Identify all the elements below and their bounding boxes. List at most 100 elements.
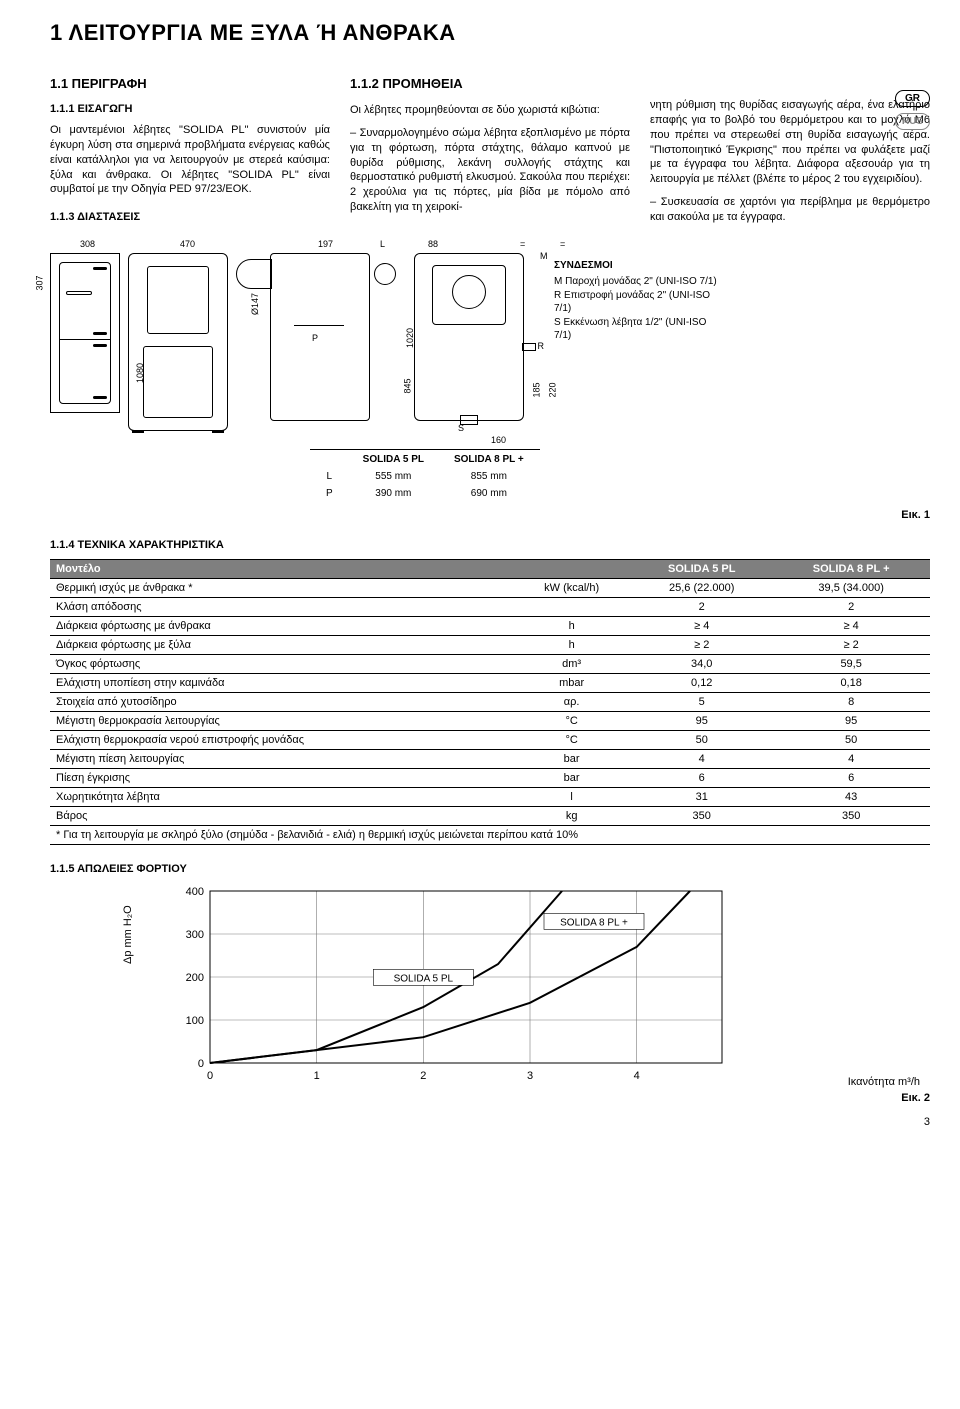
spec-v1: ≥ 2: [631, 635, 772, 654]
svg-text:100: 100: [186, 1015, 204, 1027]
lp-h0: [312, 452, 347, 467]
spec-v2: 0,18: [772, 673, 930, 692]
fig1-label: Εικ. 1: [50, 509, 930, 521]
spec-v1: 350: [631, 806, 772, 825]
dim-308: 308: [80, 239, 95, 249]
svg-text:0: 0: [207, 1070, 213, 1082]
specs-table: Μοντέλο SOLIDA 5 PL SOLIDA 8 PL + Θερμικ…: [50, 559, 930, 845]
chart-svg: 012340100200300400SOLIDA 5 PLSOLIDA 8 PL…: [170, 883, 730, 1083]
dim-160: 160: [491, 435, 506, 445]
spec-v2: 350: [772, 806, 930, 825]
spec-v1: 34,0: [631, 654, 772, 673]
svg-text:400: 400: [186, 886, 204, 898]
svg-text:1: 1: [314, 1070, 320, 1082]
spec-v2: 95: [772, 711, 930, 730]
spec-label: Όγκος φόρτωσης: [50, 654, 512, 673]
page-number: 3: [50, 1116, 930, 1128]
dim-p: P: [312, 333, 318, 343]
spec-v1: 5: [631, 692, 772, 711]
h-dimensions: 1.1.3 ΔΙΑΣΤΑΣΕΙΣ: [50, 211, 330, 223]
spec-v2: 6: [772, 768, 930, 787]
svg-text:SOLIDA 8 PL +: SOLIDA 8 PL +: [560, 917, 628, 928]
spec-unit: αρ.: [512, 692, 631, 711]
spec-v2: 59,5: [772, 654, 930, 673]
dim-s: S: [458, 423, 464, 433]
spec-v1: 95: [631, 711, 772, 730]
lang-badges: GR RUS: [895, 90, 930, 130]
spec-v2: 8: [772, 692, 930, 711]
dim-l: L: [380, 239, 385, 249]
spec-v1: 6: [631, 768, 772, 787]
svg-text:300: 300: [186, 929, 204, 941]
spec-footnote: * Για τη λειτουργία με σκληρό ξύλο (σημύ…: [50, 825, 930, 844]
conn-s: S Εκκένωση λέβητα 1/2" (UNI-ISO 7/1): [554, 316, 724, 343]
spec-label: Χωρητικότητα λέβητα: [50, 787, 512, 806]
spec-label: Ελάχιστη υποπίεση στην καμινάδα: [50, 673, 512, 692]
spec-label: Ελάχιστη θερμοκρασία νερού επιστροφής μο…: [50, 730, 512, 749]
loss-chart: Δp mm H₂O 012340100200300400SOLIDA 5 PLS…: [170, 883, 810, 1086]
spec-v2: ≥ 4: [772, 616, 930, 635]
spec-label: Στοιχεία από χυτοσίδηρο: [50, 692, 512, 711]
lp-r1c2: 690 mm: [440, 486, 538, 501]
spec-label: Διάρκεια φόρτωσης με ξύλα: [50, 635, 512, 654]
spec-h2: SOLIDA 8 PL +: [772, 559, 930, 578]
lp-r1c1: 390 mm: [349, 486, 438, 501]
lp-h2: SOLIDA 8 PL +: [440, 452, 538, 467]
spec-h0: Μοντέλο: [50, 559, 631, 578]
chart-xlabel: Ικανότητα m³/h: [848, 1076, 920, 1088]
fig2-label: Εικ. 2: [50, 1092, 930, 1104]
spec-unit: mbar: [512, 673, 631, 692]
dim-88: 88: [428, 239, 438, 249]
h-specs: 1.1.4 ΤΕΧΝΙΚΑ ΧΑΡΑΚΤΗΡΙΣΤΙΚΑ: [50, 539, 930, 551]
spec-v2: 2: [772, 597, 930, 616]
dim-d147: Ø147: [250, 293, 260, 315]
col-1: 1.1 ΠΕΡΙΓΡΑΦΗ 1.1.1 ΕΙΣΑΓΩΓΗ Οι μαντεμέν…: [50, 76, 330, 233]
lp-r0c1: 555 mm: [349, 469, 438, 484]
svg-text:0: 0: [198, 1058, 204, 1070]
spec-v1: 0,12: [631, 673, 772, 692]
spec-label: Μέγιστη θερμοκρασία λειτουργίας: [50, 711, 512, 730]
supply-p1: Οι λέβητες προμηθεύονται σε δύο χωριστά …: [350, 103, 630, 118]
spec-v1: 2: [631, 597, 772, 616]
lp-h1: SOLIDA 5 PL: [349, 452, 438, 467]
spec-unit: bar: [512, 768, 631, 787]
col-3: νητη ρύθμιση της θυρίδας εισαγωγής αέρα,…: [650, 76, 930, 233]
lp-r0c0: L: [312, 469, 347, 484]
spec-unit: h: [512, 616, 631, 635]
spec-v2: 50: [772, 730, 930, 749]
spec-unit: kg: [512, 806, 631, 825]
intro-text: Οι μαντεμένιοι λέβητες "SOLIDA PL" συνισ…: [50, 123, 330, 197]
h-loss: 1.1.5 ΑΠΩΛΕΙΕΣ ΦΟΡΤΙΟΥ: [50, 863, 930, 875]
svg-text:200: 200: [186, 972, 204, 984]
dim-845: 845: [403, 378, 413, 393]
svg-text:2: 2: [420, 1070, 426, 1082]
spec-v2: ≥ 2: [772, 635, 930, 654]
spec-v1: 31: [631, 787, 772, 806]
dim-r: R: [538, 341, 545, 351]
badge-gr: GR: [895, 90, 930, 107]
spec-v1: 25,6 (22.000): [631, 578, 772, 597]
spec-unit: °C: [512, 730, 631, 749]
spec-h1: SOLIDA 5 PL: [631, 559, 772, 578]
continue-p1: νητη ρύθμιση της θυρίδας εισαγωγής αέρα,…: [650, 98, 930, 187]
dim-307: 307: [35, 275, 45, 290]
dim-eq2: =: [560, 239, 565, 249]
dim-1080: 1080: [135, 363, 145, 383]
conn-r: R Επιστροφή μονάδας 2" (UNI-ISO 7/1): [554, 289, 724, 316]
spec-label: Διάρκεια φόρτωσης με άνθρακα: [50, 616, 512, 635]
spec-v1: 4: [631, 749, 772, 768]
dimension-diagram: 308 470 197 L 88 = = M 307 1080 Ø147 P: [50, 253, 930, 443]
spec-v2: 4: [772, 749, 930, 768]
lp-r0c2: 855 mm: [440, 469, 538, 484]
svg-text:4: 4: [634, 1070, 640, 1082]
dim-185: 185: [531, 382, 541, 397]
spec-label: Μέγιστη πίεση λειτουργίας: [50, 749, 512, 768]
spec-v1: ≥ 4: [631, 616, 772, 635]
spec-label: Πίεση έγκρισης: [50, 768, 512, 787]
lp-r1c0: P: [312, 486, 347, 501]
svg-text:3: 3: [527, 1070, 533, 1082]
spec-unit: l: [512, 787, 631, 806]
spec-v1: 50: [631, 730, 772, 749]
spec-unit: °C: [512, 711, 631, 730]
badge-rus: RUS: [895, 113, 930, 130]
